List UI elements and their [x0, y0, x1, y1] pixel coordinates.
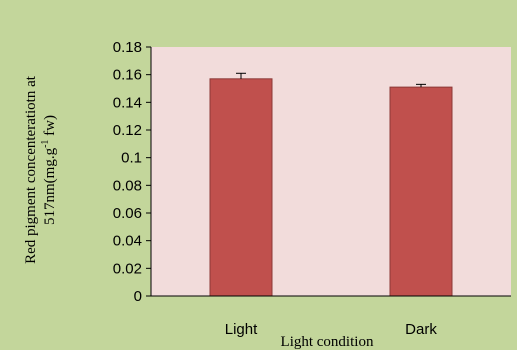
y-tick-label: 0.1: [121, 150, 142, 167]
x-category-label: Light: [225, 321, 258, 338]
x-axis-title: Light condition: [281, 334, 374, 350]
y-axis-title-line2-prefix: 517nm(mg.g: [42, 147, 58, 225]
x-category-label: Dark: [405, 321, 437, 338]
y-axis-ticks: 0 0.02 0.04 0.06 0.08 0.1 0.12 0.14 0.16 0.18: [113, 39, 151, 305]
y-tick-label: 0.12: [113, 122, 142, 139]
x-axis-categories: Light Dark: [225, 321, 438, 338]
y-axis-title-superscript: -1: [40, 140, 51, 148]
y-tick-label: 0.18: [113, 39, 142, 56]
y-axis-title-line2: 517nm(mg.g-1 fw): [40, 115, 58, 225]
y-tick-label: 0.06: [113, 205, 142, 222]
y-tick-label: 0: [134, 288, 142, 305]
plot-area: [151, 47, 511, 296]
bar-light: [209, 78, 273, 297]
y-tick-label: 0.04: [113, 233, 142, 250]
bar-dark: [389, 86, 453, 297]
y-tick-label: 0.08: [113, 177, 142, 194]
y-axis-title: Red pigment concenteratiotn at 517nm(mg.…: [23, 75, 58, 264]
y-tick-label: 0.02: [113, 260, 142, 277]
y-axis-title-line1: Red pigment concenteratiotn at: [23, 75, 39, 264]
y-axis-title-line2-suffix: fw): [42, 115, 58, 140]
y-tick-label: 0.14: [113, 94, 142, 111]
y-tick-label: 0.16: [113, 67, 142, 84]
